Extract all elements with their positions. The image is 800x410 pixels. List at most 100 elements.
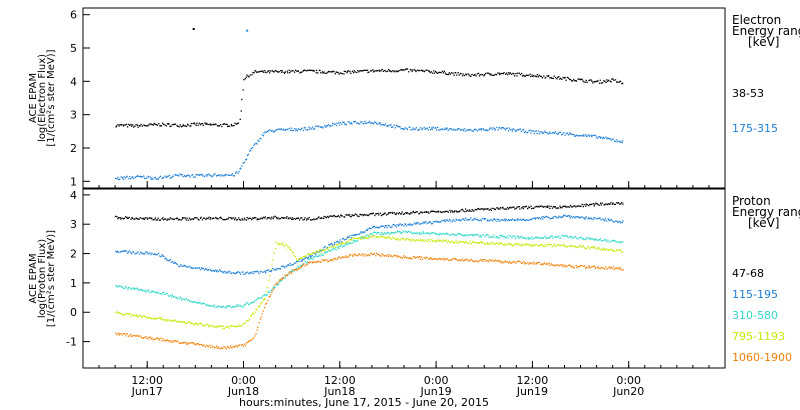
data-point [309,261,311,263]
data-point [421,239,423,242]
data-point [299,265,301,267]
data-point [251,312,254,314]
data-point [278,283,280,285]
data-point [379,212,381,214]
data-point [286,245,288,247]
data-point [425,211,427,213]
data-point [539,75,541,77]
data-point [564,264,566,266]
data-point [154,217,156,219]
data-point [416,211,418,213]
data-point [619,241,621,243]
data-point [216,345,218,347]
data-point [299,267,301,269]
data-point [194,217,196,219]
data-point [270,270,272,273]
data-point [169,319,171,321]
data-point [508,207,511,209]
data-point [380,214,383,217]
data-point [329,125,332,127]
data-point [535,130,538,132]
data-point [461,234,464,236]
data-point [464,211,466,213]
data-point [502,206,504,208]
data-point [422,70,424,72]
data-point [223,123,226,125]
data-point [171,320,174,322]
data-point [445,73,447,75]
data-point [532,130,534,132]
data-point [170,218,172,220]
data-point [412,127,414,129]
data-point [303,218,305,221]
data-point [315,261,317,264]
data-point [311,253,313,255]
data-point [384,123,387,125]
data-point [371,122,373,124]
data-point [571,266,573,268]
data-point [423,222,425,225]
data-point [541,77,544,79]
data-point [354,254,356,256]
data-point [523,219,525,221]
data-point [153,338,155,341]
data-point [273,131,275,133]
data-point [507,130,510,132]
data-point [583,247,585,249]
data-point [143,218,145,221]
data-point [379,122,381,124]
data-point [481,241,484,243]
data-point [188,265,190,268]
data-point [363,122,365,124]
data-point [450,72,453,74]
data-point [603,220,606,222]
y-tick-label: 5 [70,42,77,55]
data-point [494,129,496,131]
data-point [243,273,245,276]
data-point [469,129,471,131]
data-point [151,252,153,254]
data-point [457,232,459,235]
data-point [508,127,510,129]
data-point [157,217,159,219]
data-point [378,122,380,124]
data-point [581,265,583,267]
data-point [235,171,238,173]
data-point [511,73,513,75]
data-point [356,237,358,240]
data-point [576,216,578,218]
data-point [169,258,171,261]
data-point [406,68,409,70]
data-point [464,130,467,132]
data-point [603,268,606,270]
y-tick-label: 1 [70,277,77,290]
data-point [120,313,122,315]
data-point [555,77,557,79]
data-point [562,243,564,245]
data-point [606,138,608,140]
data-point [237,346,239,348]
data-point [409,240,411,242]
data-point [454,220,456,223]
data-point [318,250,320,252]
data-point [581,203,583,206]
data-point [512,128,514,130]
data-point [267,291,270,293]
data-point [364,236,366,238]
data-point [579,79,581,81]
data-point [443,233,446,235]
data-point [493,218,496,220]
data-point [271,216,273,218]
data-point [514,236,516,238]
data-point [341,73,343,75]
data-point [202,217,205,219]
data-point [251,301,254,304]
data-point [378,69,380,71]
data-point [221,306,223,308]
data-point [498,243,500,246]
data-point [209,174,211,177]
data-point [121,217,123,219]
data-point [195,217,197,219]
data-point [287,274,289,276]
data-point [406,212,408,215]
